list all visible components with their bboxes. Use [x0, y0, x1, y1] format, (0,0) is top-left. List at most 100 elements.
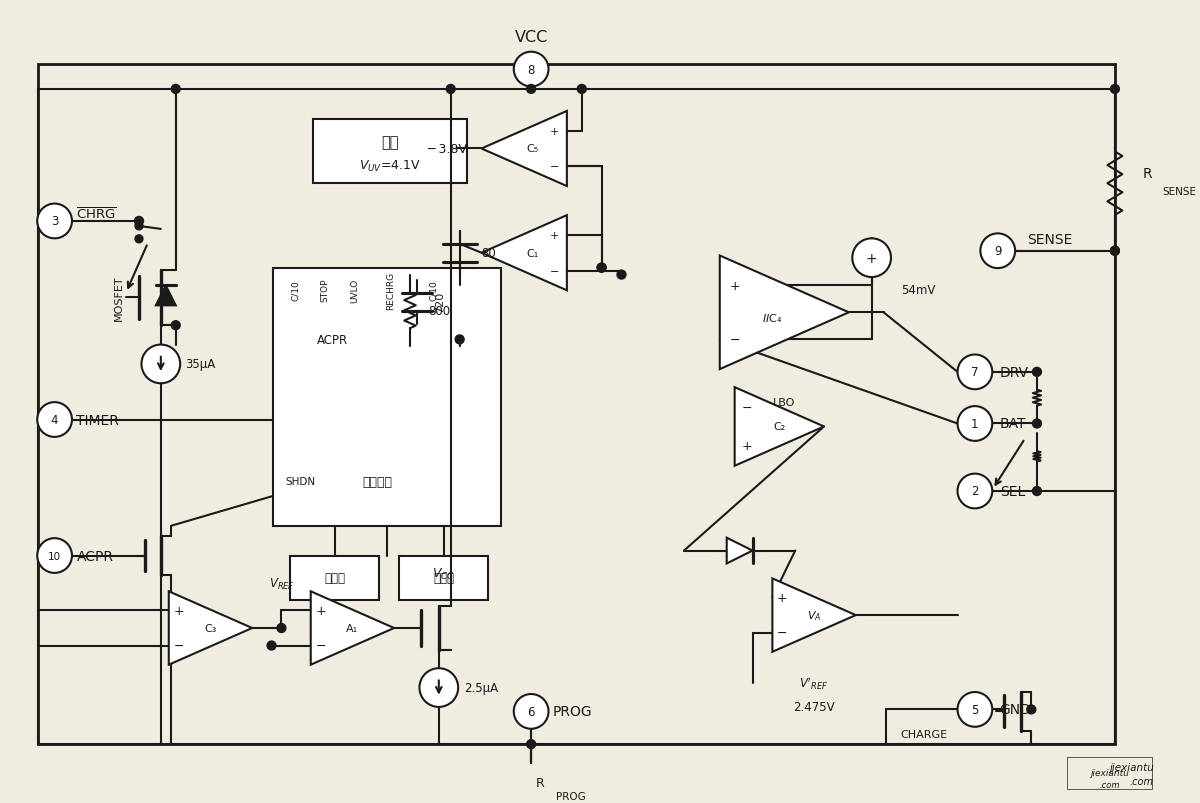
Text: 3: 3 — [50, 215, 59, 228]
Text: −: − — [742, 402, 752, 414]
Text: jiexiantu: jiexiantu — [1091, 768, 1129, 777]
Text: A₁: A₁ — [347, 623, 359, 634]
Text: +: + — [173, 604, 184, 618]
Text: +: + — [551, 126, 559, 137]
Text: 10: 10 — [48, 551, 61, 560]
Text: 2.5μA: 2.5μA — [463, 681, 498, 695]
Text: +: + — [776, 591, 787, 605]
Text: +: + — [730, 279, 740, 292]
Text: 计数器: 计数器 — [433, 572, 455, 585]
Circle shape — [37, 204, 72, 239]
Text: −: − — [778, 626, 787, 639]
Text: −: − — [316, 639, 326, 652]
Circle shape — [577, 85, 587, 94]
Text: 54mV: 54mV — [901, 283, 936, 296]
Text: C/10: C/10 — [430, 279, 438, 300]
Text: SHDN: SHDN — [286, 476, 316, 487]
Text: DRV: DRV — [1000, 365, 1028, 379]
Circle shape — [1110, 247, 1120, 256]
Circle shape — [1032, 419, 1042, 429]
Text: $V_{REF}$: $V_{REF}$ — [269, 576, 294, 591]
Text: 35μA: 35μA — [186, 358, 216, 371]
Text: 800: 800 — [428, 304, 450, 317]
Bar — [290, 556, 379, 601]
Text: STOP: STOP — [320, 279, 329, 302]
Circle shape — [1027, 705, 1036, 714]
Circle shape — [136, 235, 143, 243]
Text: BAT: BAT — [1000, 417, 1026, 431]
Text: 振荡器: 振荡器 — [324, 572, 346, 585]
Text: 9: 9 — [994, 245, 1002, 258]
Text: 720: 720 — [434, 291, 445, 313]
Text: −: − — [730, 333, 740, 346]
Bar — [313, 120, 467, 184]
Text: 5: 5 — [971, 703, 978, 716]
Text: CHARGE: CHARGE — [900, 729, 947, 740]
Circle shape — [958, 474, 992, 509]
Text: 8: 8 — [528, 63, 535, 76]
Circle shape — [958, 406, 992, 442]
Circle shape — [852, 239, 892, 278]
Text: $V_A$: $V_A$ — [806, 609, 821, 622]
Circle shape — [598, 264, 606, 273]
Polygon shape — [720, 256, 848, 369]
Text: .com: .com — [1129, 776, 1153, 786]
Text: 6: 6 — [527, 705, 535, 718]
Text: 逻辑电路: 逻辑电路 — [362, 475, 392, 488]
Text: R: R — [1142, 167, 1152, 181]
Text: RECHRG: RECHRG — [385, 271, 395, 309]
Text: 7: 7 — [971, 366, 979, 379]
Circle shape — [527, 85, 535, 94]
Text: $V_{CC}$: $V_{CC}$ — [432, 566, 455, 581]
Circle shape — [1110, 247, 1120, 256]
Text: C₂: C₂ — [773, 422, 786, 432]
Text: MOSFET: MOSFET — [114, 275, 124, 321]
Text: 2.475V: 2.475V — [793, 700, 835, 713]
Text: SENSE: SENSE — [1163, 187, 1196, 197]
Text: $V_{UV}$=4.1V: $V_{UV}$=4.1V — [359, 158, 421, 173]
Text: TIMER: TIMER — [77, 413, 119, 427]
Text: C₅: C₅ — [526, 145, 538, 154]
Text: C₁: C₁ — [526, 248, 539, 259]
Circle shape — [172, 85, 180, 94]
Circle shape — [514, 53, 548, 88]
Polygon shape — [773, 579, 856, 652]
Circle shape — [37, 402, 72, 438]
Circle shape — [1032, 368, 1042, 377]
Text: 80: 80 — [481, 247, 497, 260]
Polygon shape — [156, 286, 175, 306]
Text: SENSE: SENSE — [1027, 233, 1073, 247]
Circle shape — [268, 642, 276, 650]
Text: ─ 3.8V: ─ 3.8V — [427, 143, 467, 156]
Circle shape — [277, 624, 286, 633]
Text: GND: GND — [1000, 703, 1032, 716]
Text: PROG: PROG — [553, 704, 593, 719]
Circle shape — [958, 692, 992, 727]
Text: .com: .com — [1099, 781, 1120, 789]
Text: 欠压: 欠压 — [380, 135, 398, 149]
Text: −: − — [551, 162, 559, 172]
Circle shape — [527, 740, 535, 748]
Circle shape — [1110, 85, 1120, 94]
Text: R: R — [536, 777, 545, 789]
Text: $\mathit{II}$C₄: $\mathit{II}$C₄ — [762, 312, 782, 324]
Text: C₃: C₃ — [204, 623, 217, 634]
Text: $V'_{REF}$: $V'_{REF}$ — [799, 675, 829, 691]
Circle shape — [514, 694, 548, 729]
Circle shape — [455, 336, 464, 344]
Circle shape — [142, 345, 180, 384]
Bar — [37, 65, 1115, 744]
Circle shape — [420, 668, 458, 707]
Circle shape — [958, 355, 992, 389]
Circle shape — [617, 271, 626, 279]
Text: +: + — [551, 230, 559, 240]
Text: 2: 2 — [971, 485, 979, 498]
Text: $\overline{\rm CHRG}$: $\overline{\rm CHRG}$ — [77, 207, 118, 222]
Text: +: + — [866, 251, 877, 265]
Text: 1: 1 — [971, 418, 979, 430]
Circle shape — [37, 539, 72, 573]
Polygon shape — [169, 592, 252, 665]
Text: VCC: VCC — [515, 30, 547, 45]
Polygon shape — [481, 216, 566, 291]
Bar — [400, 556, 488, 601]
